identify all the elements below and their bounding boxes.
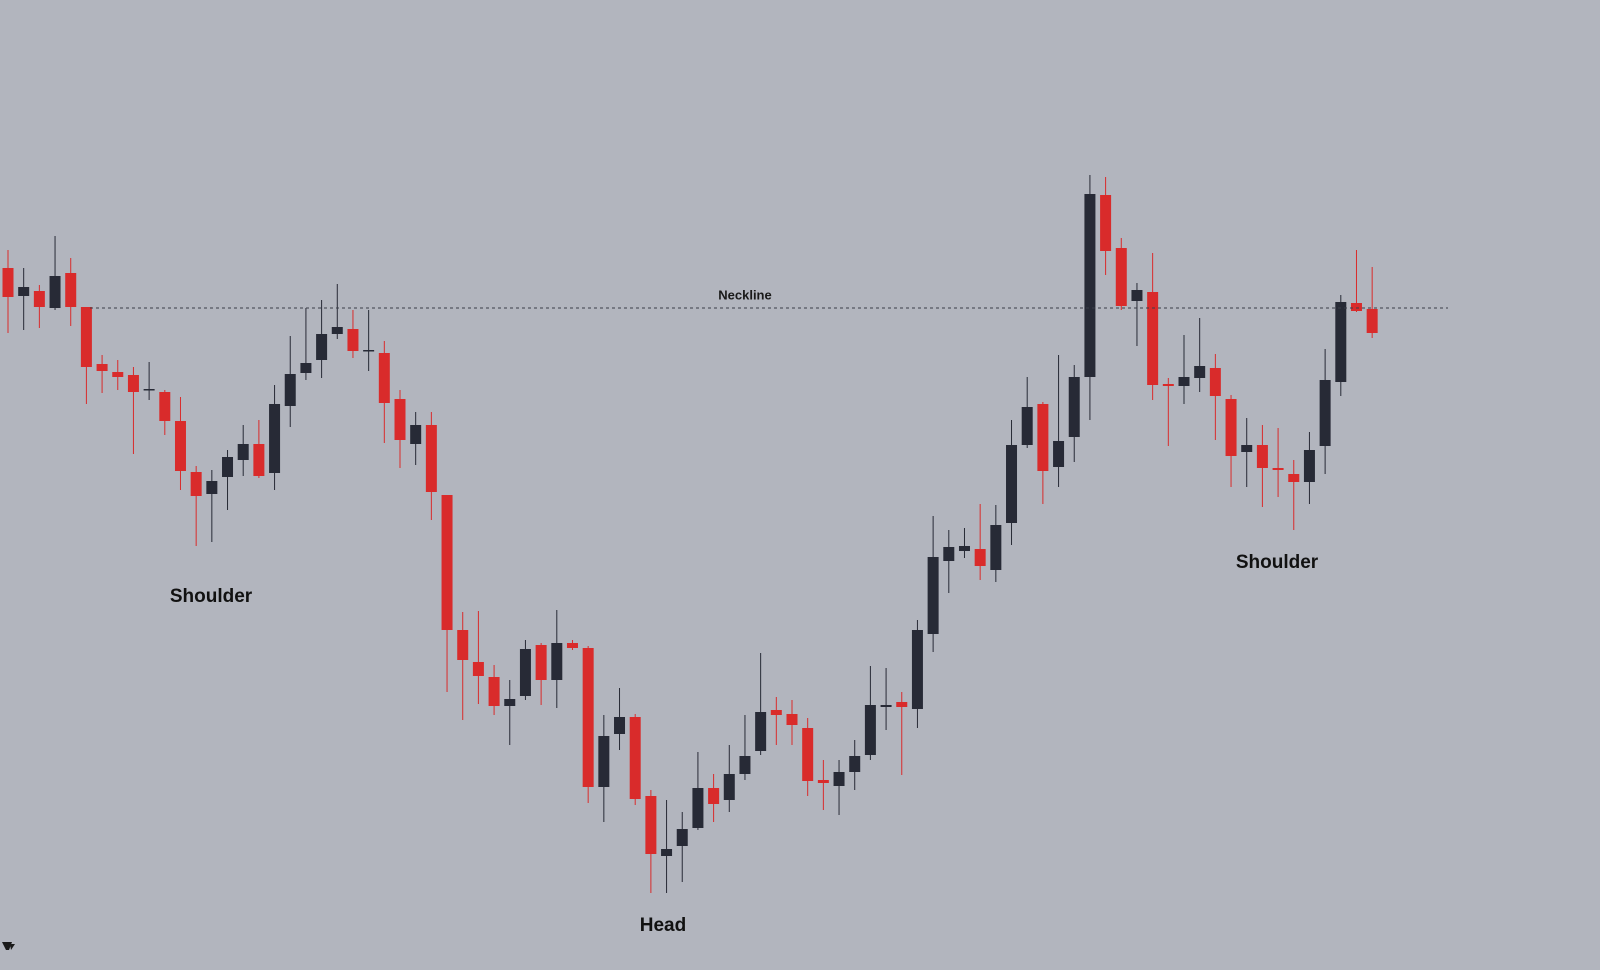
candle-body — [1303, 450, 1315, 482]
candle-body — [582, 648, 594, 787]
candle-body — [269, 404, 281, 473]
candle-body — [833, 772, 845, 786]
candle-body — [1319, 380, 1331, 446]
candle-body — [1037, 404, 1049, 471]
candle-body — [378, 353, 390, 403]
candle-body — [723, 774, 735, 800]
candle-body — [692, 788, 704, 828]
candle-body — [472, 662, 484, 676]
candle-body — [127, 375, 139, 392]
candle-body — [708, 788, 720, 804]
candle-body — [551, 643, 563, 680]
pattern-label: Shoulder — [1236, 552, 1319, 573]
candle-body — [1209, 368, 1221, 396]
candle-body — [1194, 366, 1206, 378]
candle-body — [49, 276, 61, 308]
candle-body — [1225, 399, 1237, 456]
candle-body — [755, 712, 767, 751]
candle-body — [488, 677, 500, 706]
candle-body — [927, 557, 939, 634]
candle-body — [974, 549, 986, 566]
candle-body — [880, 705, 892, 707]
candle-body — [347, 329, 359, 351]
candle-body — [629, 717, 641, 799]
candle-body — [222, 457, 234, 477]
neckline-label: Neckline — [718, 287, 771, 302]
logo — [2, 942, 15, 950]
pattern-label: Head — [640, 915, 686, 936]
candle-body — [18, 287, 30, 296]
candle-body — [864, 705, 876, 755]
pattern-label: Shoulder — [170, 586, 253, 607]
candle-body — [1131, 290, 1143, 301]
candle-body — [190, 472, 202, 496]
candle-body — [65, 273, 77, 307]
candle-body — [661, 849, 673, 856]
candle-body — [817, 780, 829, 783]
candle-body — [1162, 384, 1174, 386]
candle-body — [645, 796, 657, 854]
candle-body — [159, 392, 171, 421]
candle-body — [174, 421, 186, 471]
candle-body — [1006, 445, 1018, 523]
candle-body — [143, 389, 155, 391]
candle-body — [535, 645, 547, 680]
candle-body — [1178, 377, 1190, 386]
candle-body — [1288, 474, 1300, 482]
candle-body — [911, 630, 923, 709]
candle-body — [206, 481, 218, 494]
candle-body — [614, 717, 626, 734]
candle-body — [566, 643, 578, 648]
candle-body — [1335, 302, 1347, 382]
candle-body — [2, 268, 14, 297]
candle-body — [1241, 445, 1253, 452]
candle-body — [504, 699, 516, 706]
candle-body — [943, 547, 955, 561]
candle-body — [1068, 377, 1080, 437]
candle-body — [1053, 441, 1065, 467]
candle-body — [112, 372, 124, 377]
candle-body — [1256, 445, 1268, 468]
candle-body — [33, 291, 45, 307]
candle-body — [1115, 248, 1127, 306]
candle-body — [896, 702, 908, 707]
candle-body — [1272, 468, 1284, 470]
candle-body — [253, 444, 265, 476]
candle-body — [300, 363, 312, 373]
candle-body — [519, 649, 531, 696]
candle-body — [96, 364, 108, 371]
candle-body — [425, 425, 437, 492]
candle-body — [676, 829, 688, 846]
candle-body — [80, 307, 92, 367]
candle-body — [1021, 407, 1033, 445]
candle-body — [849, 756, 861, 772]
candle-body — [457, 630, 469, 660]
candle-body — [1084, 194, 1096, 377]
candle-body — [363, 350, 375, 352]
candle-body — [331, 327, 343, 334]
candle-body — [394, 399, 406, 440]
candle-body — [802, 728, 814, 781]
candle-body — [990, 525, 1002, 570]
candle-body — [958, 546, 970, 551]
candle-body — [284, 374, 296, 406]
candle-body — [770, 710, 782, 715]
candle-body — [1100, 195, 1112, 251]
candle-body — [1366, 309, 1378, 333]
candle-body — [410, 425, 422, 444]
candle-body — [237, 444, 249, 460]
candle-body — [598, 736, 610, 787]
candle-body — [1350, 303, 1362, 311]
candle-body — [316, 334, 328, 360]
candle-body — [739, 756, 751, 774]
candle-body — [441, 495, 453, 630]
candle-body — [1147, 292, 1159, 385]
candle-body — [786, 714, 798, 725]
